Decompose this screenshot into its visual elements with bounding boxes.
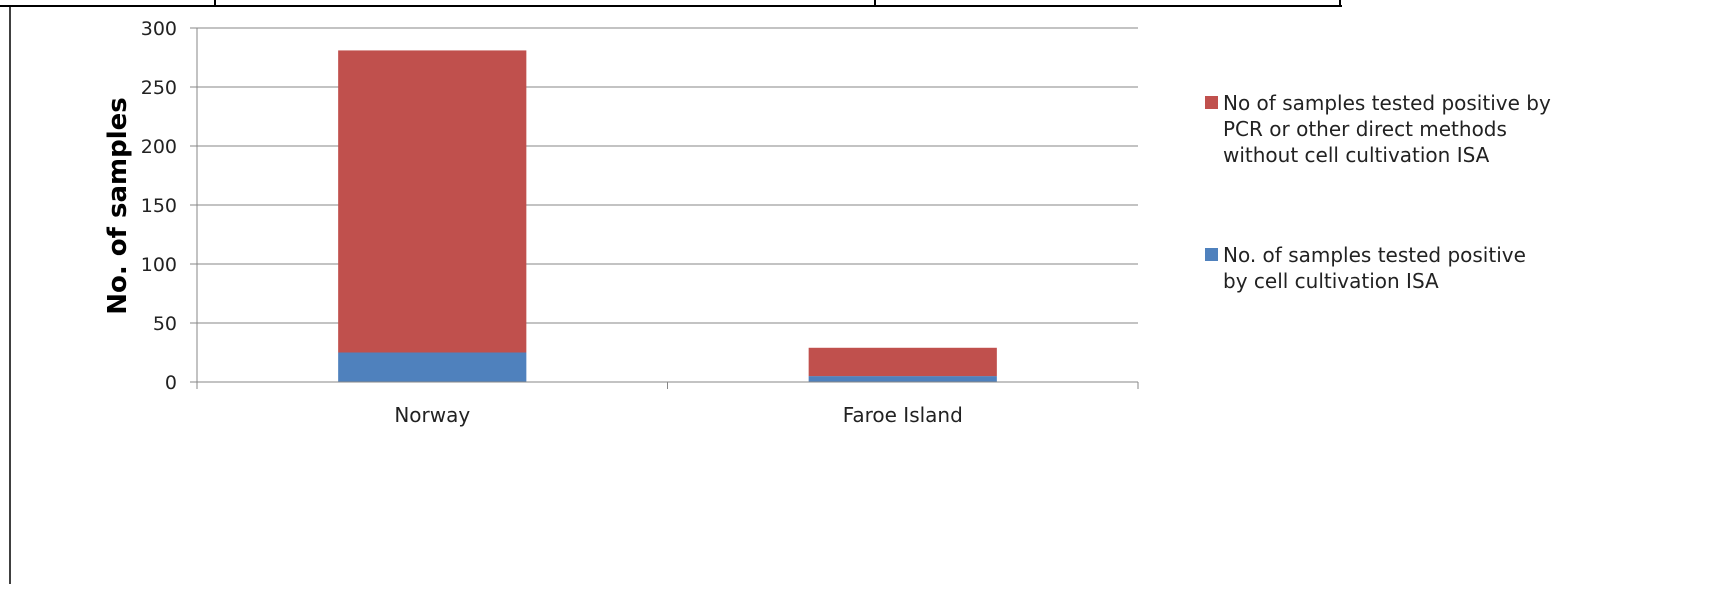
legend-label: PCR or other direct methods bbox=[1223, 117, 1507, 141]
y-tick-label: 200 bbox=[141, 136, 177, 158]
bar-cell-cultivation-norway bbox=[338, 352, 527, 382]
legend-label: No. of samples tested positive bbox=[1223, 243, 1526, 267]
y-tick-label: 0 bbox=[165, 372, 177, 394]
y-tick-labels: 0 50 100 150 200 250 300 bbox=[141, 18, 197, 394]
y-tick-label: 250 bbox=[141, 77, 177, 99]
y-tick-label: 50 bbox=[153, 313, 177, 335]
legend-label: No of samples tested positive by bbox=[1223, 91, 1551, 115]
legend-swatch bbox=[1205, 96, 1218, 109]
x-category-label: Faroe Island bbox=[843, 403, 963, 427]
x-category-label: Norway bbox=[394, 403, 470, 427]
bar-cell-cultivation-faroe-island bbox=[808, 376, 997, 382]
legend-label: by cell cultivation ISA bbox=[1223, 269, 1439, 293]
y-axis-title: No. of samples bbox=[103, 97, 133, 315]
y-tick-label: 100 bbox=[141, 254, 177, 276]
bars bbox=[338, 50, 997, 382]
legend-label: without cell cultivation ISA bbox=[1223, 143, 1490, 167]
y-tick-label: 300 bbox=[141, 18, 177, 40]
legend-swatch bbox=[1205, 248, 1218, 261]
bar-pcr-direct-norway bbox=[338, 50, 527, 353]
y-tick-label: 150 bbox=[141, 195, 177, 217]
bar-pcr-direct-faroe-island bbox=[808, 347, 997, 377]
x-category-labels: Norway Faroe Island bbox=[394, 403, 962, 427]
